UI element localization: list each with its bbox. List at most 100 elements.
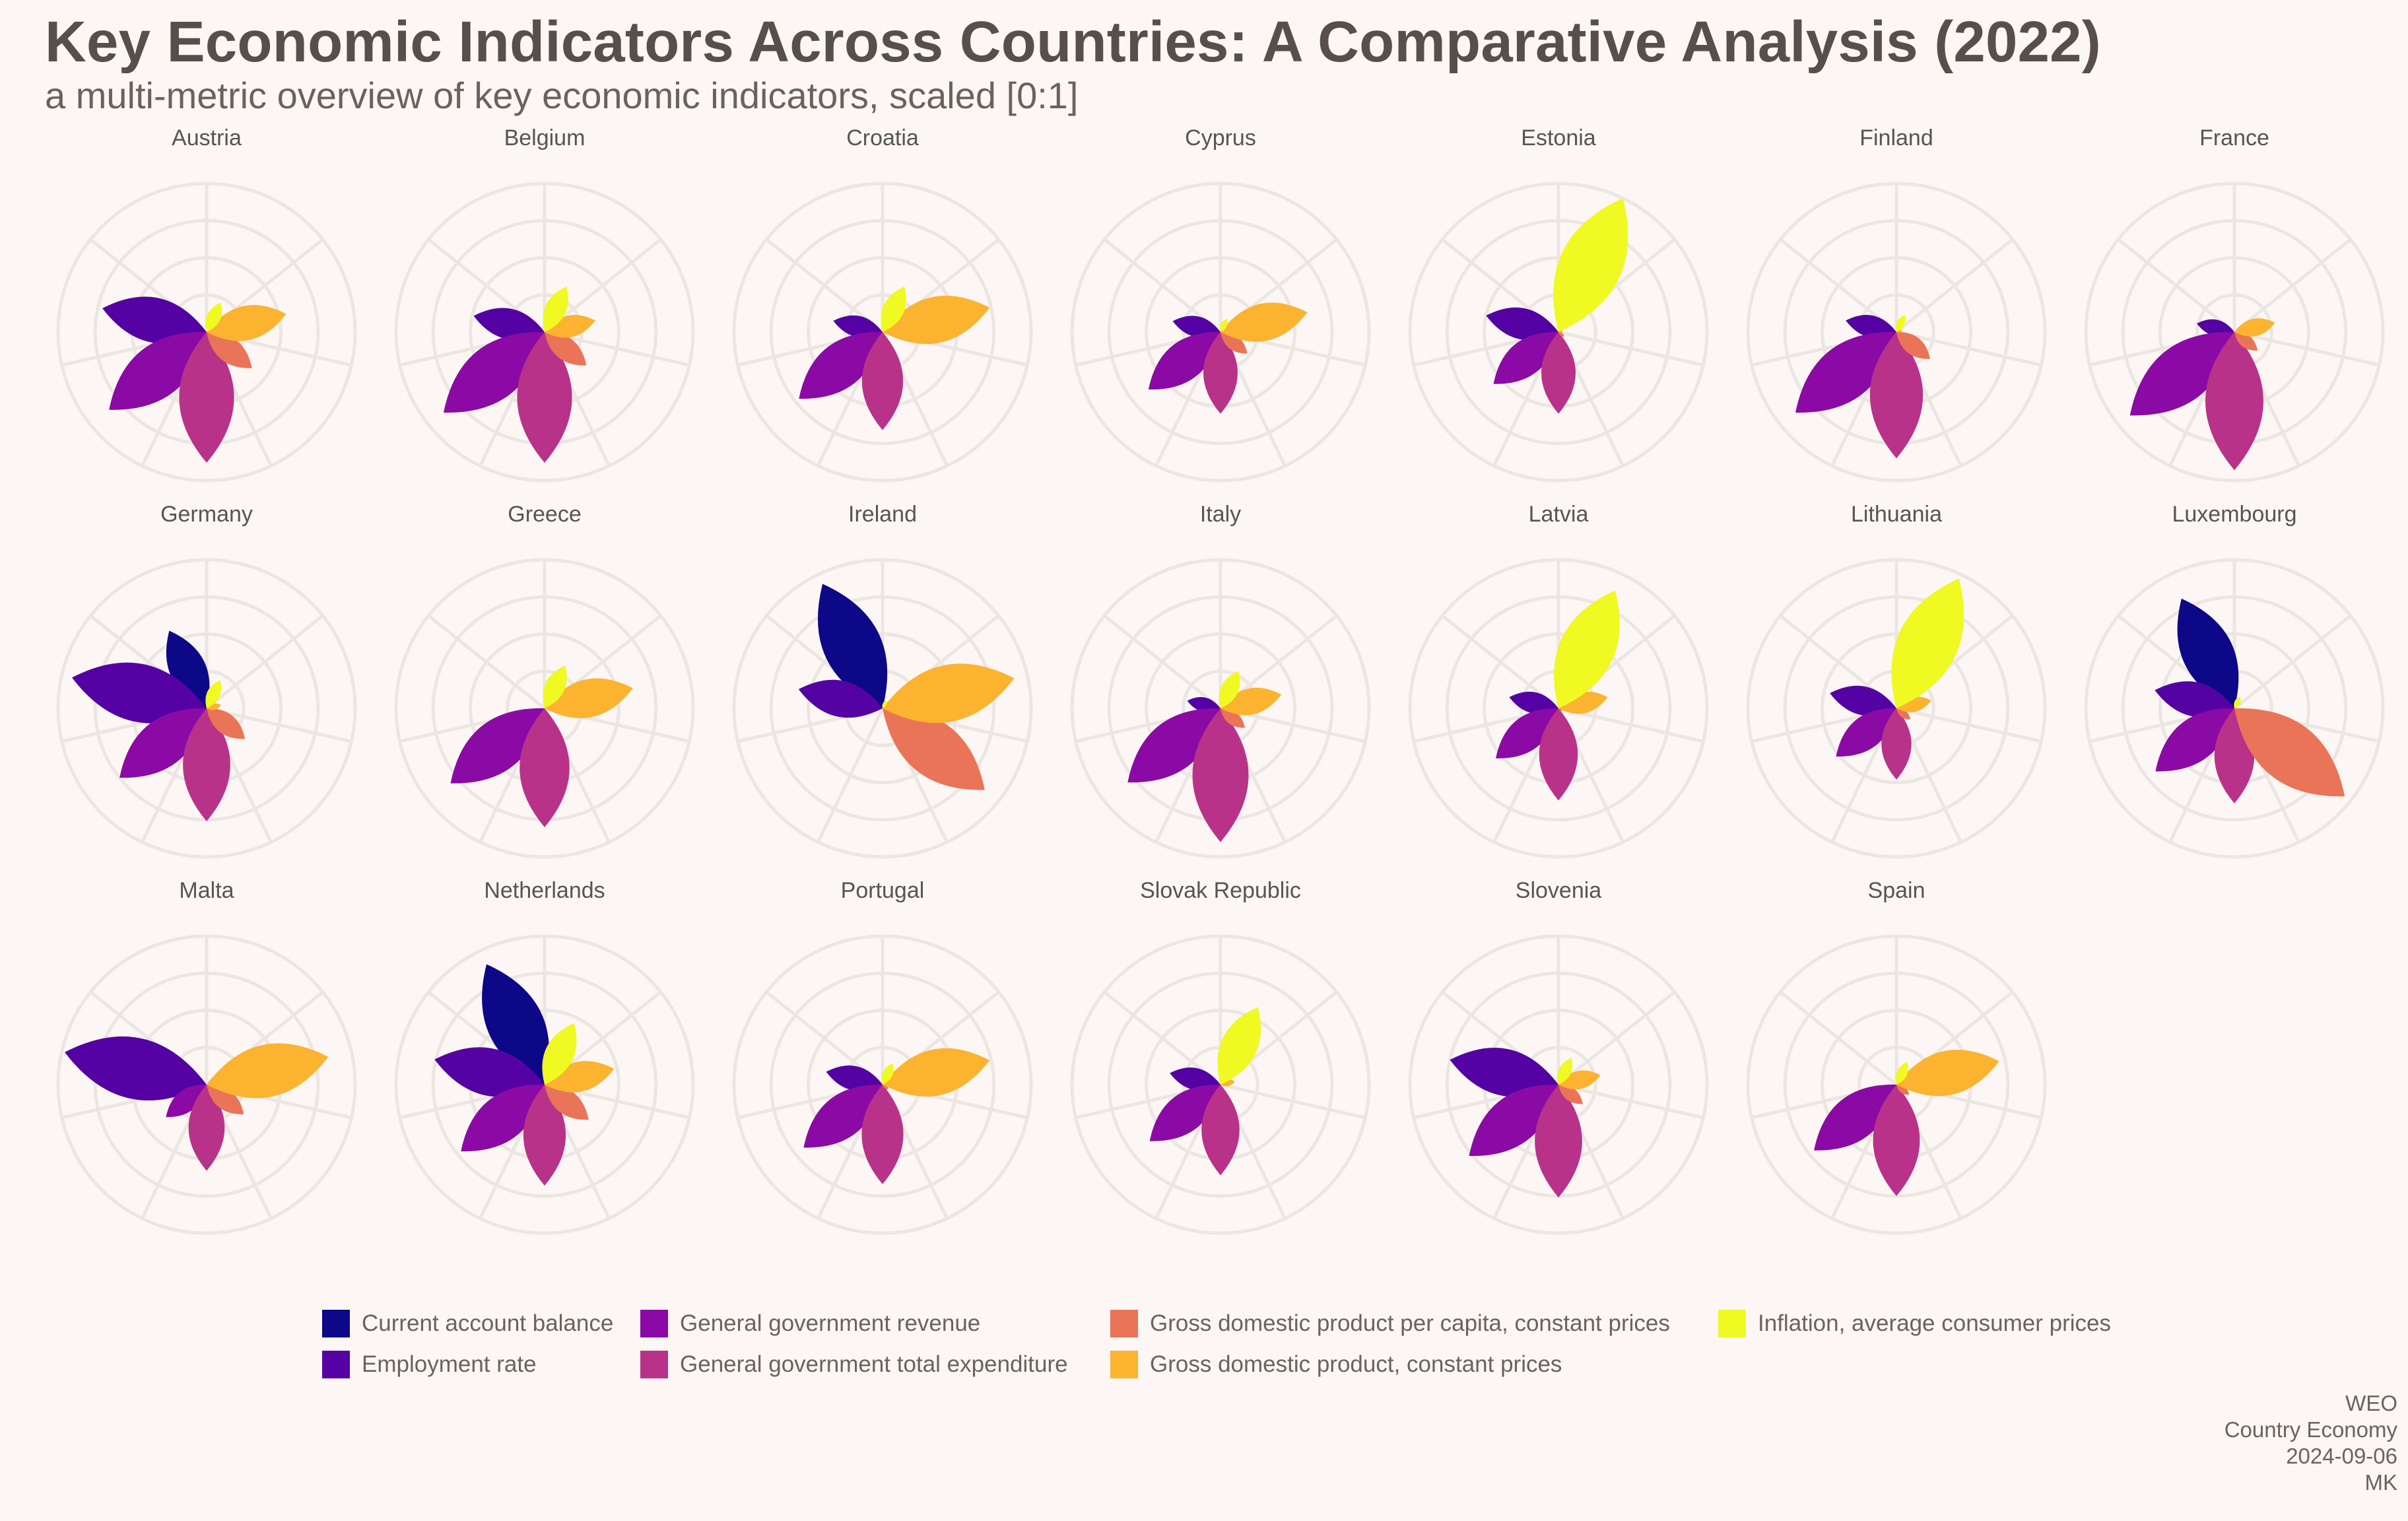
petal-mark	[1795, 331, 1896, 413]
petal-mark	[1558, 331, 1564, 337]
petal-mark	[882, 700, 887, 708]
petal-mark	[1881, 708, 1912, 780]
petal-mark	[881, 287, 906, 332]
legend-swatch	[1110, 1351, 1138, 1378]
legend-label: Inflation, average consumer prices	[1758, 1310, 2111, 1336]
country-label: Portugal	[841, 878, 925, 903]
country-panel: Malta	[56, 878, 357, 1235]
country-label: Belgium	[504, 125, 585, 151]
legend-item: Gross domestic product per capita, const…	[1110, 1303, 1718, 1344]
petal-mark	[833, 315, 883, 338]
legend-item: Gross domestic product, constant prices	[1110, 1344, 1718, 1385]
country-panel: Ireland	[732, 502, 1033, 859]
petal-mark	[1493, 331, 1558, 384]
country-panel: Cyprus	[1070, 125, 1371, 483]
petal-mark	[883, 295, 990, 345]
grid-spoke	[2117, 238, 2236, 333]
petal-mark	[1558, 708, 1562, 712]
legend-item: Inflation, average consumer prices	[1718, 1303, 2111, 1344]
legend-label: Gross domestic product per capita, const…	[1150, 1310, 1670, 1336]
petal-mark	[1896, 331, 1930, 359]
petal-mark	[166, 630, 210, 708]
petal-mark	[1896, 1050, 1999, 1097]
petal-mark	[1496, 708, 1558, 759]
country-label: Finland	[1859, 125, 1933, 151]
petal-mark	[545, 678, 633, 718]
country-label: France	[2199, 125, 2269, 151]
petal-mark	[207, 708, 246, 739]
petal-mark	[1469, 1084, 1558, 1157]
country-panel: Greece	[394, 502, 695, 859]
legend-label: General government total expenditure	[680, 1351, 1068, 1377]
petal-mark	[798, 679, 883, 718]
petal-mark	[1554, 590, 1620, 708]
country-label: Estonia	[1521, 125, 1595, 151]
petal-mark	[519, 708, 570, 827]
petal-mark	[1830, 685, 1896, 716]
grid-spoke	[2233, 614, 2352, 710]
petal-mark	[2177, 598, 2239, 708]
petal-mark	[1558, 1084, 1583, 1104]
grid-spoke	[1103, 238, 1222, 333]
petal-mark	[542, 1023, 577, 1085]
petal-mark	[883, 1048, 990, 1097]
petal-mark	[799, 331, 883, 399]
petal-mark	[1846, 314, 1896, 338]
legend-item: Employment rate	[322, 1344, 640, 1385]
petal-mark	[434, 1047, 545, 1097]
petal-mark	[1149, 1084, 1221, 1141]
country-panel: Belgium	[394, 125, 695, 483]
country-label: Ireland	[848, 502, 917, 527]
petal-mark	[1891, 578, 1964, 708]
petal-mark	[2234, 331, 2258, 351]
petal-mark	[1201, 1085, 1240, 1176]
petal-mark	[543, 665, 567, 708]
petal-mark	[523, 1085, 566, 1186]
grid-spoke	[1558, 706, 1704, 743]
grid-spoke	[1779, 238, 1898, 333]
petal-mark	[2234, 708, 2345, 797]
country-label: Malta	[179, 878, 234, 903]
petal-mark	[166, 1084, 207, 1118]
petal-mark	[803, 1084, 883, 1148]
grid-spoke	[1779, 990, 1898, 1086]
grid-spoke	[1895, 238, 2014, 333]
petal-mark	[1541, 332, 1576, 414]
petal-mark	[1486, 307, 1558, 341]
petal-mark	[1221, 302, 1308, 342]
petal-mark	[188, 1085, 225, 1171]
petal-mark	[1203, 332, 1238, 414]
legend-swatch	[1110, 1310, 1138, 1337]
petal-mark	[2197, 319, 2234, 337]
petal-mark	[883, 1084, 888, 1090]
country-label: Slovenia	[1516, 878, 1602, 903]
petal-mark	[1148, 331, 1221, 390]
petal-mark	[1509, 691, 1558, 714]
petal-mark	[1896, 314, 1906, 332]
petal-mark	[207, 305, 286, 341]
petal-mark	[543, 287, 568, 332]
petal-mark	[517, 332, 572, 463]
country-panel: Estonia	[1408, 125, 1709, 483]
petal-mark	[1553, 198, 1628, 332]
petal-mark	[1219, 671, 1240, 708]
petal-mark	[1539, 708, 1578, 801]
petal-mark	[1869, 332, 1923, 459]
petal-mark	[207, 1084, 244, 1114]
petal-mark	[102, 296, 207, 344]
grid-spoke	[1557, 990, 1676, 1086]
petal-mark	[1896, 1084, 1910, 1095]
caption-source: WEO	[2345, 1391, 2397, 1415]
caption-topic: Country Economy	[2224, 1417, 2397, 1442]
grid-spoke	[1441, 614, 1560, 710]
caption-date: 2024-09-06	[2286, 1444, 2397, 1468]
country-panel: Portugal	[732, 878, 1033, 1235]
legend-item: General government total expenditure	[640, 1344, 1110, 1385]
legend-label: Current account balance	[362, 1310, 614, 1336]
petal-mark	[1896, 708, 1911, 720]
grid-spoke	[205, 614, 324, 710]
petal-mark	[179, 332, 234, 463]
petal-mark	[109, 331, 207, 410]
petal-mark	[1172, 316, 1221, 338]
